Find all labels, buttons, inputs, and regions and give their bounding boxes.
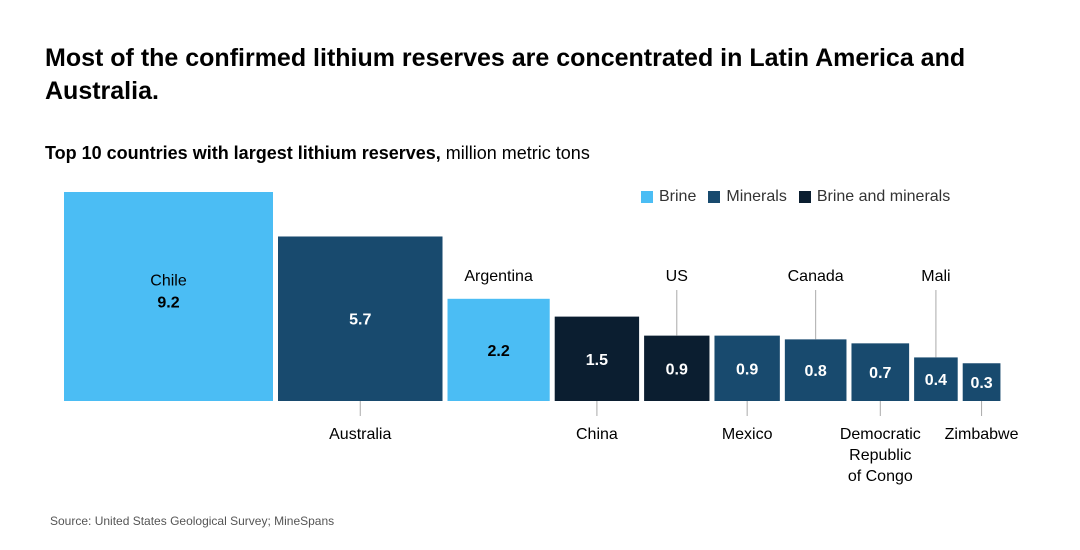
bar-mexico bbox=[714, 335, 780, 401]
category-label-china: China bbox=[576, 426, 618, 443]
legend-item-minerals: Minerals bbox=[708, 188, 787, 206]
legend-swatch-brine-and-minerals bbox=[798, 191, 811, 203]
value-label-mexico: 0.9 bbox=[736, 361, 758, 378]
bar-argentina bbox=[447, 298, 550, 401]
source-note: Source: United States Geological Survey;… bbox=[50, 514, 335, 528]
bar-canada bbox=[784, 339, 847, 401]
subtitle-unit: million metric tons bbox=[440, 143, 590, 163]
value-label-democratic-republic-of-congo: 0.7 bbox=[869, 365, 891, 382]
bar-australia bbox=[278, 236, 443, 401]
bar-zimbabwe bbox=[962, 363, 1001, 401]
legend-item-brine-and-minerals: Brine and minerals bbox=[798, 188, 951, 206]
value-label-zimbabwe: 0.3 bbox=[970, 375, 992, 392]
subtitle-bold: Top 10 countries with largest lithium re… bbox=[45, 143, 441, 163]
category-label-zimbabwe: Zimbabwe bbox=[945, 426, 1019, 443]
value-label-us: 0.9 bbox=[666, 361, 688, 378]
category-label-australia: Australia bbox=[329, 426, 391, 443]
value-label-chile: 9.2 bbox=[157, 295, 179, 312]
category-label-democratic-republic-of-congo-line-1: Democratic bbox=[840, 426, 921, 443]
chart-title: Most of the confirmed lithium reserves a… bbox=[45, 44, 966, 105]
legend-label-minerals: Minerals bbox=[726, 188, 787, 205]
value-label-argentina: 2.2 bbox=[487, 343, 509, 360]
category-label-mexico: Mexico bbox=[722, 426, 773, 443]
legend-label-brine: Brine bbox=[659, 188, 697, 205]
category-label-mali: Mali bbox=[921, 268, 950, 285]
value-label-mali: 0.4 bbox=[925, 372, 947, 389]
bar-chile bbox=[64, 192, 273, 401]
legend-swatch-minerals bbox=[708, 191, 721, 203]
bar-mali bbox=[914, 357, 958, 401]
bar-democratic-republic-of-congo bbox=[851, 343, 910, 401]
legend-label-brine-and-minerals: Brine and minerals bbox=[816, 188, 951, 205]
category-label-us: US bbox=[666, 268, 688, 285]
chart-subtitle: Top 10 countries with largest lithium re… bbox=[45, 141, 590, 165]
value-label-australia: 5.7 bbox=[349, 312, 371, 329]
legend-item-brine: Brine bbox=[641, 188, 696, 206]
legend-swatch-brine bbox=[641, 191, 653, 203]
value-label-canada: 0.8 bbox=[805, 363, 827, 380]
category-label-chile: Chile bbox=[150, 273, 187, 290]
bar-china bbox=[554, 316, 640, 401]
category-label-democratic-republic-of-congo-line-3: of Congo bbox=[848, 468, 913, 485]
category-label-canada: Canada bbox=[788, 268, 844, 285]
category-label-argentina: Argentina bbox=[464, 268, 533, 285]
value-label-china: 1.5 bbox=[586, 352, 608, 369]
bar-us bbox=[644, 335, 710, 401]
category-label-democratic-republic-of-congo-line-2: Republic bbox=[849, 447, 911, 464]
chart-legend: Brine Minerals Brine and minerals bbox=[641, 188, 962, 206]
